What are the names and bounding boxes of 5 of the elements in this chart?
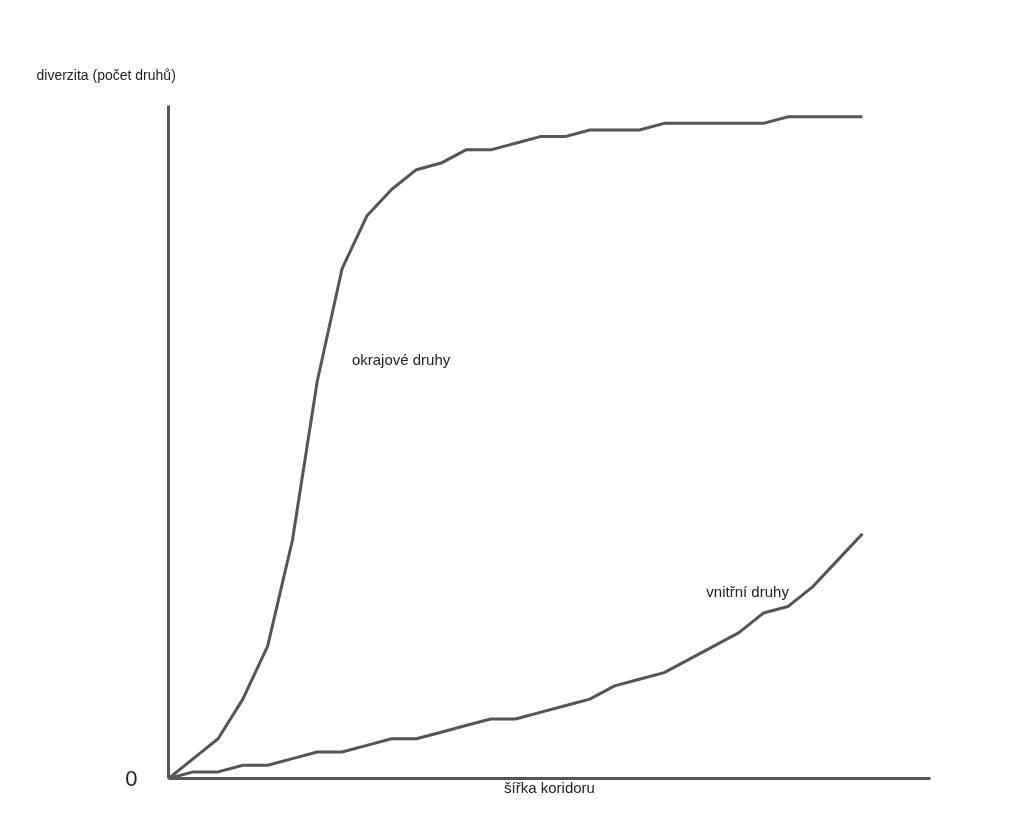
text: 0	[125, 766, 138, 791]
series-label: vnitřní druhy	[706, 582, 790, 600]
x-axis-title: šířka koridoru	[504, 778, 595, 796]
y-axis-title: diverzita (počet druhů)	[36, 67, 176, 83]
series-label: okrajové druhy	[351, 351, 451, 369]
